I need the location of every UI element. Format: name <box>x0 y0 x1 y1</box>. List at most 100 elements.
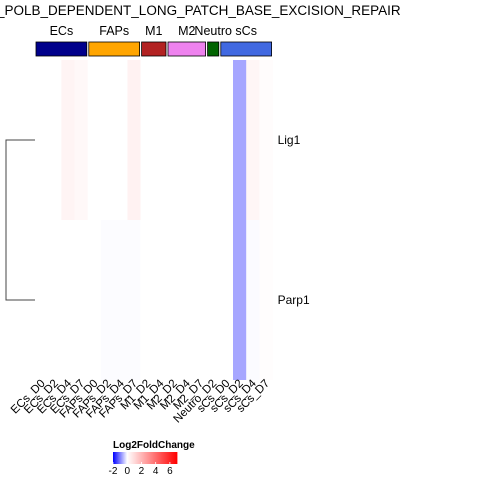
legend-gradient-step <box>163 452 165 464</box>
heatmap-cell <box>180 60 194 220</box>
heatmap-cell <box>35 60 49 220</box>
legend-gradient-step <box>129 452 131 464</box>
legend-gradient-step <box>167 452 169 464</box>
legend-tick-label: 2 <box>139 466 145 477</box>
heatmap-cell <box>219 60 234 220</box>
legend-gradient-step <box>152 452 154 464</box>
heatmap-cell <box>246 220 260 380</box>
legend-gradient-step <box>166 452 168 464</box>
legend-gradient-step <box>127 452 129 464</box>
legend-gradient-step <box>139 452 141 464</box>
legend-gradient-step <box>175 452 177 464</box>
heatmap-cell <box>101 60 115 220</box>
legend-gradient-step <box>162 452 164 464</box>
heatmap-cell <box>61 220 75 380</box>
heatmap-cell <box>127 60 141 220</box>
legend-gradient-step <box>130 452 132 464</box>
row-label: Lig1 <box>278 133 301 147</box>
group-bar <box>35 41 88 57</box>
legend-gradient-step <box>147 452 149 464</box>
legend-tick-label: 4 <box>153 466 159 477</box>
legend-gradient-step <box>125 452 127 464</box>
legend-gradient-step <box>115 452 117 464</box>
legend-gradient-step <box>128 452 130 464</box>
legend-gradient-step <box>117 452 119 464</box>
heatmap-cell <box>61 60 75 220</box>
heatmap-cell <box>193 60 207 220</box>
legend-gradient-step <box>126 452 128 464</box>
heatmap-cell <box>140 220 155 380</box>
legend-gradient-step <box>150 452 152 464</box>
legend-gradient-step <box>164 452 166 464</box>
heatmap-cell <box>48 60 62 220</box>
group-label: FAPs <box>99 24 129 38</box>
heatmap-cell <box>114 60 128 220</box>
legend-gradient-step <box>141 452 143 464</box>
legend-gradient-step <box>157 452 159 464</box>
row-dendrogram <box>5 139 35 301</box>
legend-gradient-step <box>159 452 161 464</box>
legend-title: Log2FoldChange <box>113 440 195 451</box>
group-label: Neutro <box>194 24 232 38</box>
heatmap-cell <box>219 220 234 380</box>
group-bar <box>88 41 141 57</box>
heatmap-cell <box>233 60 247 220</box>
legend-gradient-step <box>172 452 174 464</box>
legend-gradient-step <box>161 452 163 464</box>
legend-gradient-step <box>138 452 140 464</box>
legend-gradient-step <box>160 452 162 464</box>
legend-gradient-step <box>144 452 146 464</box>
legend-gradient-step <box>132 452 134 464</box>
heatmap-cell <box>74 220 89 380</box>
heatmap-cell <box>127 220 141 380</box>
heatmap-cell <box>180 220 194 380</box>
row-label: Parp1 <box>278 293 310 307</box>
chart-title: E_POLB_DEPENDENT_LONG_PATCH_BASE_EXCISIO… <box>0 3 401 18</box>
legend-gradient-step <box>124 452 126 464</box>
legend-tick-label: 6 <box>167 466 173 477</box>
heatmap-cell <box>74 60 89 220</box>
legend-gradient-step <box>146 452 148 464</box>
legend-gradient-step <box>134 452 136 464</box>
legend-gradient-step <box>114 452 116 464</box>
heatmap-cell <box>87 220 102 380</box>
legend-gradient-step <box>173 452 175 464</box>
legend-gradient-step <box>143 452 145 464</box>
legend-gradient-step <box>174 452 176 464</box>
legend-tick-label: -2 <box>109 466 118 477</box>
group-label: ECs <box>50 24 74 38</box>
legend-gradient-step <box>116 452 118 464</box>
legend-gradient-step <box>165 452 167 464</box>
legend-gradient-step <box>131 452 133 464</box>
heatmap-cell <box>140 60 155 220</box>
legend-gradient-step <box>118 452 120 464</box>
legend-gradient-step <box>133 452 135 464</box>
legend-gradient-step <box>170 452 172 464</box>
legend-gradient-step <box>142 452 144 464</box>
legend-gradient-step <box>136 452 138 464</box>
legend-gradient-step <box>120 452 122 464</box>
legend-gradient-step <box>122 452 124 464</box>
legend-gradient-step <box>148 452 150 464</box>
legend-tick-label: 0 <box>124 466 130 477</box>
legend-gradient-step <box>135 452 137 464</box>
legend-gradient-step <box>168 452 170 464</box>
legend-gradient-step <box>149 452 151 464</box>
heatmap-cell <box>114 220 128 380</box>
heatmap-cell <box>153 220 168 380</box>
group-bar <box>207 41 220 57</box>
group-bar <box>167 41 206 57</box>
group-bar <box>220 41 273 57</box>
legend-gradient-step <box>169 452 171 464</box>
heatmap-cell <box>206 60 221 220</box>
heatmap-cell <box>101 220 115 380</box>
heatmap-cell <box>153 60 168 220</box>
legend-gradient-step <box>137 452 139 464</box>
heatmap-cell <box>233 220 247 380</box>
group-label: M2 <box>178 24 195 38</box>
heatmap-cell <box>35 220 49 380</box>
legend-gradient-step <box>153 452 155 464</box>
legend-gradient-step <box>154 452 156 464</box>
heatmap-cell <box>167 220 181 380</box>
legend-gradient-step <box>171 452 173 464</box>
